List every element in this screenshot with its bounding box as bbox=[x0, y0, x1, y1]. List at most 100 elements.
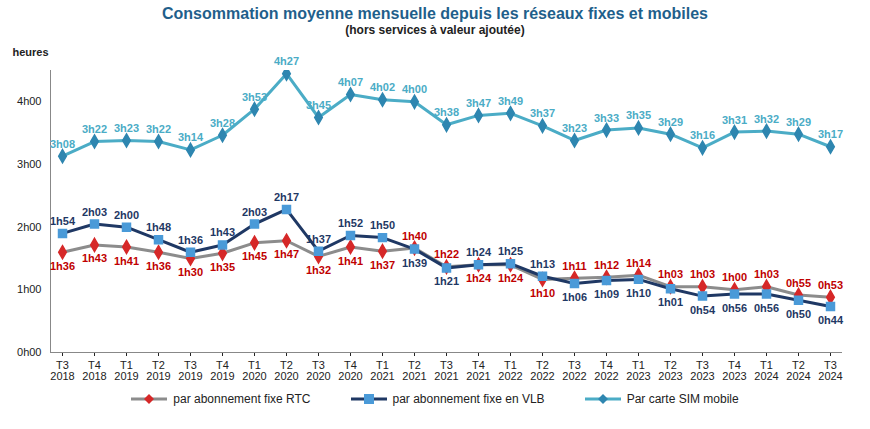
svg-text:T42019: T42019 bbox=[210, 359, 234, 382]
svg-text:1h36: 1h36 bbox=[50, 260, 75, 272]
svg-text:1h06: 1h06 bbox=[562, 291, 587, 303]
svg-text:0h56: 0h56 bbox=[754, 302, 779, 314]
svg-text:T22020: T22020 bbox=[274, 359, 298, 382]
svg-text:1h40: 1h40 bbox=[402, 230, 427, 242]
svg-text:1h37: 1h37 bbox=[370, 259, 395, 271]
svg-text:T12020: T12020 bbox=[242, 359, 266, 382]
svg-text:4h27: 4h27 bbox=[274, 55, 299, 67]
svg-text:1h10: 1h10 bbox=[530, 287, 555, 299]
svg-text:0h50: 0h50 bbox=[786, 308, 811, 320]
svg-text:3h37: 3h37 bbox=[530, 107, 555, 119]
svg-text:3h16: 3h16 bbox=[690, 129, 715, 141]
svg-text:1h36: 1h36 bbox=[146, 260, 171, 272]
svg-text:1h03: 1h03 bbox=[690, 268, 715, 280]
svg-text:1h39: 1h39 bbox=[402, 257, 427, 269]
svg-text:T12024: T12024 bbox=[754, 359, 778, 382]
svg-text:0h55: 0h55 bbox=[786, 277, 811, 289]
svg-text:4h07: 4h07 bbox=[338, 76, 363, 88]
svg-text:3h08: 3h08 bbox=[50, 138, 75, 150]
svg-text:1h30: 1h30 bbox=[178, 266, 203, 278]
svg-text:1h37: 1h37 bbox=[306, 233, 331, 245]
svg-text:T32019: T32019 bbox=[178, 359, 202, 382]
svg-text:T42021: T42021 bbox=[466, 359, 490, 382]
svg-text:2h03: 2h03 bbox=[242, 206, 267, 218]
svg-text:0h56: 0h56 bbox=[722, 302, 747, 314]
svg-text:T12022: T12022 bbox=[498, 359, 522, 382]
svg-text:T42023: T42023 bbox=[722, 359, 746, 382]
svg-text:3h49: 3h49 bbox=[498, 95, 523, 107]
svg-text:3h47: 3h47 bbox=[466, 97, 491, 109]
svg-text:1h48: 1h48 bbox=[146, 221, 171, 233]
svg-text:1h00: 1h00 bbox=[17, 283, 41, 295]
svg-text:3h38: 3h38 bbox=[434, 106, 459, 118]
svg-text:2h00: 2h00 bbox=[114, 209, 139, 221]
svg-text:2h00: 2h00 bbox=[17, 221, 41, 233]
svg-text:1h09: 1h09 bbox=[594, 288, 619, 300]
svg-text:3h22: 3h22 bbox=[146, 123, 171, 135]
svg-text:heures: heures bbox=[13, 46, 49, 58]
svg-text:1h10: 1h10 bbox=[626, 287, 651, 299]
svg-text:1h41: 1h41 bbox=[114, 255, 139, 267]
svg-text:1h14: 1h14 bbox=[626, 257, 652, 269]
svg-text:3h45: 3h45 bbox=[306, 99, 331, 111]
svg-text:T42022: T42022 bbox=[594, 359, 618, 382]
svg-text:1h13: 1h13 bbox=[530, 258, 555, 270]
svg-text:1h00: 1h00 bbox=[722, 271, 747, 283]
svg-text:T32022: T32022 bbox=[562, 359, 586, 382]
svg-text:T12019: T12019 bbox=[114, 359, 138, 382]
svg-text:1h24: 1h24 bbox=[466, 272, 492, 284]
svg-text:1h43: 1h43 bbox=[82, 252, 107, 264]
svg-text:T32023: T32023 bbox=[690, 359, 714, 382]
svg-text:2h03: 2h03 bbox=[82, 206, 107, 218]
svg-text:3h29: 3h29 bbox=[786, 116, 811, 128]
svg-text:4h00: 4h00 bbox=[402, 83, 427, 95]
svg-text:3h14: 3h14 bbox=[178, 131, 204, 143]
svg-text:T22019: T22019 bbox=[146, 359, 170, 382]
svg-text:1h03: 1h03 bbox=[658, 268, 683, 280]
svg-text:1h43: 1h43 bbox=[210, 226, 235, 238]
svg-text:3h35: 3h35 bbox=[626, 109, 651, 121]
svg-text:3h31: 3h31 bbox=[722, 114, 747, 126]
svg-text:3h17: 3h17 bbox=[818, 128, 843, 140]
svg-text:1h24: 1h24 bbox=[466, 246, 492, 258]
svg-text:3h00: 3h00 bbox=[17, 158, 41, 170]
svg-text:T42020: T42020 bbox=[338, 359, 362, 382]
svg-text:T22024: T22024 bbox=[786, 359, 810, 382]
svg-text:0h53: 0h53 bbox=[818, 279, 843, 291]
svg-text:2h17: 2h17 bbox=[274, 191, 299, 203]
svg-text:1h24: 1h24 bbox=[498, 272, 524, 284]
svg-text:3h53: 3h53 bbox=[242, 91, 267, 103]
svg-text:1h32: 1h32 bbox=[306, 264, 331, 276]
svg-text:0h00: 0h00 bbox=[17, 346, 41, 358]
svg-text:3h28: 3h28 bbox=[210, 117, 235, 129]
svg-text:T32024: T32024 bbox=[818, 359, 842, 382]
svg-text:T22023: T22023 bbox=[658, 359, 682, 382]
svg-text:0h54: 0h54 bbox=[690, 304, 716, 316]
svg-text:3h29: 3h29 bbox=[658, 116, 683, 128]
svg-text:T32021: T32021 bbox=[434, 359, 458, 382]
svg-text:1h41: 1h41 bbox=[338, 255, 363, 267]
svg-text:1h22: 1h22 bbox=[434, 248, 459, 260]
svg-text:1h52: 1h52 bbox=[338, 217, 363, 229]
svg-text:1h01: 1h01 bbox=[658, 296, 683, 308]
svg-text:0h44: 0h44 bbox=[818, 314, 844, 326]
svg-text:T12021: T12021 bbox=[370, 359, 394, 382]
svg-text:3h33: 3h33 bbox=[594, 112, 619, 124]
svg-text:4h00: 4h00 bbox=[17, 95, 41, 107]
svg-text:1h25: 1h25 bbox=[498, 245, 523, 257]
svg-text:1h45: 1h45 bbox=[242, 250, 267, 262]
svg-text:3h23: 3h23 bbox=[114, 122, 139, 134]
svg-text:3h22: 3h22 bbox=[82, 123, 107, 135]
svg-text:1h47: 1h47 bbox=[274, 248, 299, 260]
svg-text:1h12: 1h12 bbox=[594, 259, 619, 271]
svg-text:T22022: T22022 bbox=[530, 359, 554, 382]
svg-text:1h11: 1h11 bbox=[562, 260, 586, 272]
svg-text:4h02: 4h02 bbox=[370, 81, 395, 93]
svg-text:1h36: 1h36 bbox=[178, 234, 203, 246]
svg-text:T12023: T12023 bbox=[626, 359, 650, 382]
svg-text:T22021: T22021 bbox=[402, 359, 426, 382]
svg-text:1h03: 1h03 bbox=[754, 268, 779, 280]
svg-text:1h21: 1h21 bbox=[434, 275, 459, 287]
svg-text:3h32: 3h32 bbox=[754, 113, 779, 125]
svg-text:1h54: 1h54 bbox=[50, 215, 76, 227]
